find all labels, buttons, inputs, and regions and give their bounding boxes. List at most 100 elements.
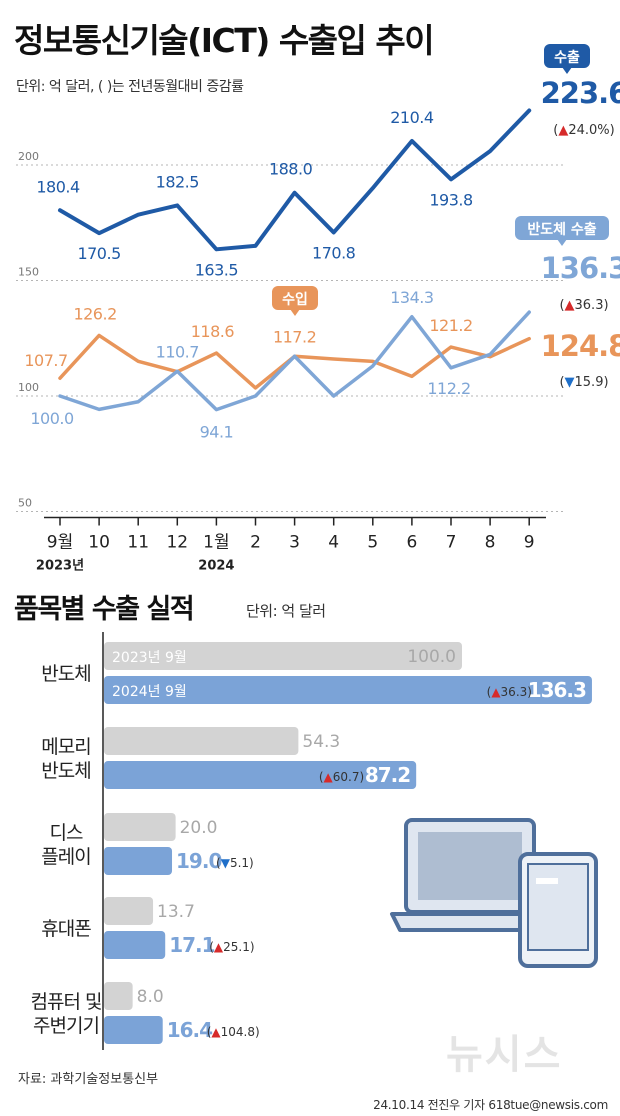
import-callout: 수입 [272, 286, 318, 316]
export-point-label: 210.4 [390, 108, 434, 127]
y-tick-label: 100 [18, 381, 39, 394]
category-label: 메모리 [41, 736, 90, 758]
export-series-line [58, 108, 532, 252]
import-callout-box [272, 286, 318, 310]
y-tick-label: 50 [18, 497, 32, 510]
x-tick-label: 1월 [203, 533, 229, 553]
bar-2023 [104, 897, 154, 925]
x-tick-label: 8 [485, 533, 496, 553]
change-label: (▲104.8) [207, 1025, 260, 1039]
value-2023: 8.0 [137, 987, 164, 1007]
x-tick-label: 5 [367, 533, 378, 553]
line-chart: 200 150 100 50 9월 10 11 12 1월 2 3 4 5 6 7 8 9 2023년 2024 18… [16, 44, 620, 574]
value-2023: 20.0 [180, 818, 218, 838]
year-label: 2024 [198, 559, 234, 574]
import-final-change: (▼15.9) [559, 375, 608, 390]
x-tick-label: 10 [88, 533, 110, 553]
semi-series-line [58, 310, 531, 412]
value-2024: 17.1 [169, 933, 214, 957]
x-tick-label: 12 [166, 533, 188, 553]
laptop-phone-icon [390, 818, 598, 968]
import-point-label: 126.2 [73, 304, 116, 323]
import-final-value: 124.8 [541, 329, 620, 363]
semi-point-label: 110.7 [156, 342, 199, 361]
import-callout-pointer [290, 309, 300, 316]
source-note: 자료: 과학기술정보통신부 [18, 1072, 159, 1087]
year-label: 2023년 [36, 559, 84, 574]
export-callout-box [544, 44, 590, 68]
export-callout-text: 수출 [554, 49, 580, 66]
export-callout: 수출 [544, 44, 590, 74]
import-callout-text: 수입 [282, 292, 308, 308]
export-point-label: 180.4 [36, 177, 80, 196]
chart-title: 정보통신기술(ICT) 수출입 추이 [14, 21, 435, 60]
change-label: (▲36.3) [487, 685, 532, 699]
import-point-label: 118.6 [191, 322, 235, 341]
watermark: 뉴시스 [446, 1032, 563, 1078]
export-point-label: 188.0 [269, 160, 313, 179]
semi-final-change: (▲36.3) [559, 298, 608, 313]
value-2024: 16.4 [167, 1018, 212, 1042]
import-point-label: 117.2 [273, 327, 316, 346]
category-label: 디스 [50, 822, 83, 844]
semi-point-label: 112.2 [427, 379, 470, 398]
export-point-label: 182.5 [156, 172, 199, 191]
change-label: (▲25.1) [209, 940, 254, 954]
value-2023: 13.7 [157, 902, 195, 922]
bar-2024 [104, 676, 592, 704]
x-tick-label: 7 [446, 533, 457, 553]
bar-2024 [104, 931, 166, 959]
semi-point-label: 94.1 [200, 423, 234, 442]
change-label: (▼5.1) [216, 856, 254, 870]
value-2023: 100.0 [407, 647, 456, 667]
x-tick-label: 11 [127, 533, 149, 553]
semi-callout-box [515, 216, 609, 240]
value-2023: 54.3 [302, 732, 340, 752]
series-label-2024: 2024년 9월 [112, 684, 187, 700]
export-point-label: 193.8 [429, 190, 473, 209]
x-tick-label: 6 [406, 533, 417, 553]
bar-2023 [104, 813, 176, 841]
bar-2024 [104, 1016, 163, 1044]
export-point-label: 163.5 [195, 260, 238, 279]
bar-2023 [104, 727, 299, 755]
y-tick-label: 200 [18, 150, 39, 163]
bar-2023 [104, 982, 133, 1010]
value-2024: 136.3 [528, 678, 586, 702]
category-label: 컴퓨터 및 [31, 991, 102, 1013]
export-final-change: (▲24.0%) [553, 123, 614, 138]
category-label: 반도체 [41, 760, 90, 782]
bar-section-title: 품목별 수출 실적 [14, 594, 195, 625]
export-final-value: 223.6 [541, 76, 620, 110]
x-tick-label: 9월 [47, 533, 73, 553]
import-point-label: 121.2 [429, 316, 472, 335]
x-tick-label: 4 [328, 533, 339, 553]
bar-section-unit: 단위: 억 달러 [246, 602, 326, 620]
x-tick-label: 2 [250, 533, 261, 553]
semi-callout-pointer [557, 239, 567, 246]
category-label: 주변기기 [33, 1015, 99, 1037]
value-2024: 19.0 [176, 849, 221, 873]
export-point-label: 170.5 [77, 244, 120, 263]
category-label: 플레이 [41, 846, 90, 868]
value-2024: 87.2 [365, 763, 410, 787]
import-point-label: 107.7 [24, 351, 67, 370]
x-tick-label: 3 [289, 533, 300, 553]
semi-point-label: 100.0 [30, 409, 74, 428]
semi-callout-text: 반도체 수출 [527, 221, 596, 238]
y-tick-label: 150 [18, 266, 39, 279]
change-label: (▲60.7) [319, 770, 364, 784]
export-callout-pointer [562, 67, 572, 74]
category-label: 반도체 [41, 663, 90, 685]
category-label: 휴대폰 [41, 918, 91, 940]
bar-2024 [104, 847, 173, 875]
credit-line: 24.10.14 전진우 기자 618tue@newsis.com [373, 1098, 608, 1112]
semi-point-label: 134.3 [390, 288, 433, 307]
unit-note: 단위: 억 달러, ( )는 전년동월대비 증감률 [16, 79, 244, 95]
bar-2024 [104, 761, 417, 789]
semi-callout: 반도체 수출 [515, 216, 609, 246]
x-tick-label: 9 [524, 533, 535, 553]
export-point-label: 170.8 [312, 243, 356, 262]
bar-2023 [104, 642, 462, 670]
